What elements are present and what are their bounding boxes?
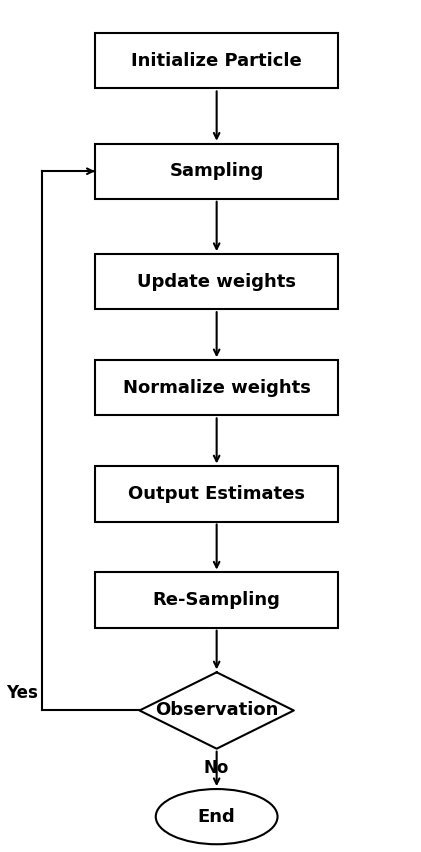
FancyBboxPatch shape xyxy=(95,466,338,521)
Text: Output Estimates: Output Estimates xyxy=(128,485,305,503)
Text: Re-Sampling: Re-Sampling xyxy=(153,591,280,609)
Text: Sampling: Sampling xyxy=(170,162,264,181)
FancyBboxPatch shape xyxy=(95,360,338,416)
Text: End: End xyxy=(198,808,235,826)
FancyBboxPatch shape xyxy=(95,33,338,89)
Text: Yes: Yes xyxy=(6,684,38,702)
FancyBboxPatch shape xyxy=(95,144,338,199)
FancyBboxPatch shape xyxy=(95,573,338,628)
Text: Update weights: Update weights xyxy=(137,273,296,291)
Ellipse shape xyxy=(156,789,277,844)
Text: Observation: Observation xyxy=(155,701,278,719)
Text: Initialize Particle: Initialize Particle xyxy=(131,52,302,70)
Text: No: No xyxy=(204,759,229,777)
FancyBboxPatch shape xyxy=(95,254,338,309)
Polygon shape xyxy=(139,672,294,749)
Text: Normalize weights: Normalize weights xyxy=(123,379,311,397)
